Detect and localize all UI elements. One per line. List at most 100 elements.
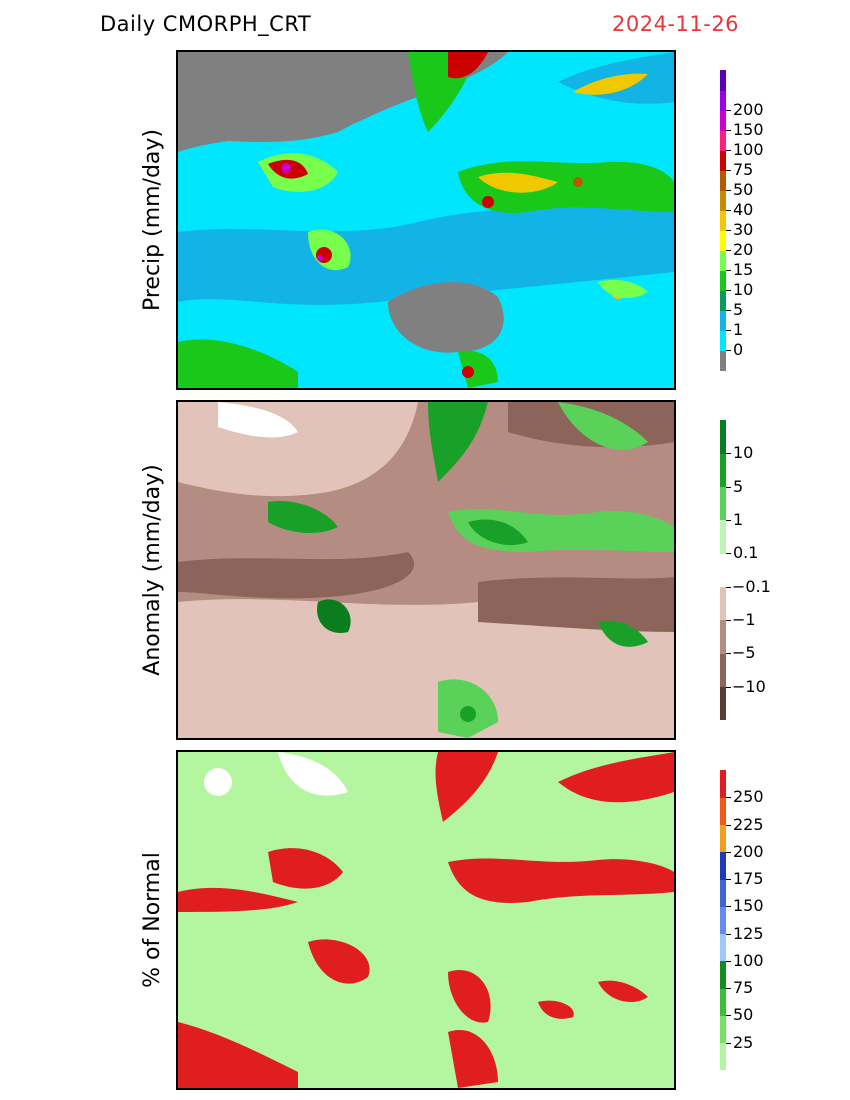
colorbar-swatch	[720, 190, 726, 211]
colorbar-swatch	[720, 130, 726, 151]
colorbar-label: 0.1	[733, 543, 759, 563]
pct-normal-colorbar: 25 50 75 100 125 150 175 200 225 250	[720, 770, 764, 1071]
colorbar-tick	[726, 130, 731, 131]
pct-normal-map	[176, 750, 676, 1090]
colorbar-swatch	[720, 330, 726, 351]
colorbar-label: 75	[733, 978, 754, 998]
colorbar-tick	[726, 933, 731, 935]
colorbar-tick	[726, 270, 731, 271]
colorbar-label: 250	[733, 787, 764, 807]
colorbar-swatch	[720, 988, 726, 1016]
colorbar-label: 1	[733, 510, 744, 529]
colorbar-tick	[726, 960, 731, 962]
colorbar-tick	[726, 230, 731, 231]
colorbar-swatch	[720, 110, 726, 131]
colorbar-tick	[726, 797, 731, 799]
colorbar-swatch	[720, 797, 726, 826]
colorbar-swatch	[720, 210, 726, 231]
colorbar-swatch	[720, 310, 726, 331]
colorbar-swatch	[720, 70, 726, 91]
colorbar-swatch	[720, 1015, 726, 1044]
colorbar-swatch	[720, 586, 726, 621]
colorbar-tick	[726, 1042, 731, 1044]
colorbar-tick	[726, 110, 731, 111]
colorbar-swatch	[720, 270, 726, 291]
colorbar-swatch	[720, 1042, 726, 1071]
date-label: 2024-11-26	[612, 12, 740, 36]
colorbar-label: 15	[733, 260, 754, 279]
precip-map	[176, 50, 676, 390]
product-title: Daily CMORPH_CRT	[100, 12, 312, 36]
colorbar-swatch	[720, 824, 726, 853]
colorbar-label: 5	[733, 300, 744, 319]
colorbar-label: 5	[733, 476, 744, 496]
colorbar-tick	[726, 988, 731, 990]
colorbar-tick	[726, 620, 731, 621]
colorbar-swatch	[720, 170, 726, 191]
colorbar-label: 100	[733, 950, 764, 970]
colorbar-swatch	[720, 486, 726, 521]
colorbar-tick	[726, 553, 731, 555]
colorbar-swatch	[720, 553, 726, 588]
colorbar-swatch	[720, 960, 726, 989]
colorbar-label: 0	[733, 340, 744, 359]
colorbar-swatch	[720, 290, 726, 311]
colorbar-label: 1	[733, 320, 744, 339]
colorbar-swatch	[720, 686, 726, 721]
colorbar-label: 150	[733, 896, 764, 916]
colorbar-tick	[726, 520, 731, 521]
colorbar-label: −0.1	[732, 576, 771, 596]
colorbar-label: 10	[733, 280, 754, 299]
colorbar-label: 225	[733, 814, 764, 834]
colorbar-swatch	[720, 230, 726, 251]
colorbar-tick	[726, 330, 731, 331]
colorbar-label: 50	[733, 1005, 754, 1025]
colorbar-label: 40	[733, 200, 754, 219]
colorbar-tick	[726, 310, 731, 311]
colorbar-tick	[726, 453, 731, 455]
colorbar-tick	[726, 150, 731, 151]
colorbar-swatch	[720, 420, 726, 454]
colorbar-label: 125	[733, 923, 764, 943]
colorbar-label: 75	[733, 160, 754, 179]
colorbar-tick	[726, 170, 731, 171]
colorbar-swatch	[720, 150, 726, 171]
colorbar-swatch	[720, 770, 726, 798]
colorbar-swatch	[720, 933, 726, 962]
colorbar-label: 25	[733, 1032, 754, 1052]
colorbar-swatch	[720, 90, 726, 111]
colorbar-tick	[726, 190, 731, 191]
anomaly-colorbar: −10 −5 −1 −0.1 0.1 1 5 10	[720, 420, 771, 721]
colorbar-tick	[726, 290, 731, 291]
colorbar-swatch	[720, 250, 726, 271]
colorbar-label: −5	[732, 643, 756, 663]
colorbar-swatch	[720, 350, 726, 371]
colorbar-swatch	[720, 653, 726, 688]
anomaly-map	[176, 400, 676, 740]
colorbar-tick	[726, 210, 731, 211]
anomaly-ylabel: Anomaly (mm/day)	[140, 464, 165, 676]
pct-normal-ylabel: % of Normal	[140, 852, 165, 988]
colorbar-swatch	[720, 453, 726, 488]
colorbar-label: 175	[733, 869, 764, 889]
colorbar-tick	[726, 686, 731, 688]
colorbar-label: −1	[732, 610, 756, 629]
colorbar-label: 200	[733, 100, 764, 119]
colorbar-tick	[726, 851, 731, 853]
colorbar-label: 200	[733, 841, 764, 861]
colorbar-tick	[726, 879, 731, 881]
colorbar-label: 100	[733, 140, 764, 159]
colorbar-label: 10	[733, 443, 754, 463]
colorbar-swatch	[720, 879, 726, 907]
precip-colorbar: 0 1 5 10 15 20 30 40 50 75 100 150 200	[720, 70, 764, 371]
colorbar-label: 30	[733, 220, 754, 239]
colorbar-tick	[726, 906, 731, 908]
colorbar-tick	[726, 250, 731, 251]
colorbar-swatch	[720, 620, 726, 654]
colorbar-label: 50	[733, 180, 754, 199]
colorbar-tick	[726, 350, 731, 351]
colorbar-swatch	[720, 520, 726, 554]
colorbar-tick	[726, 1015, 731, 1017]
colorbar-label: 20	[733, 240, 754, 259]
colorbar-tick	[726, 653, 731, 655]
